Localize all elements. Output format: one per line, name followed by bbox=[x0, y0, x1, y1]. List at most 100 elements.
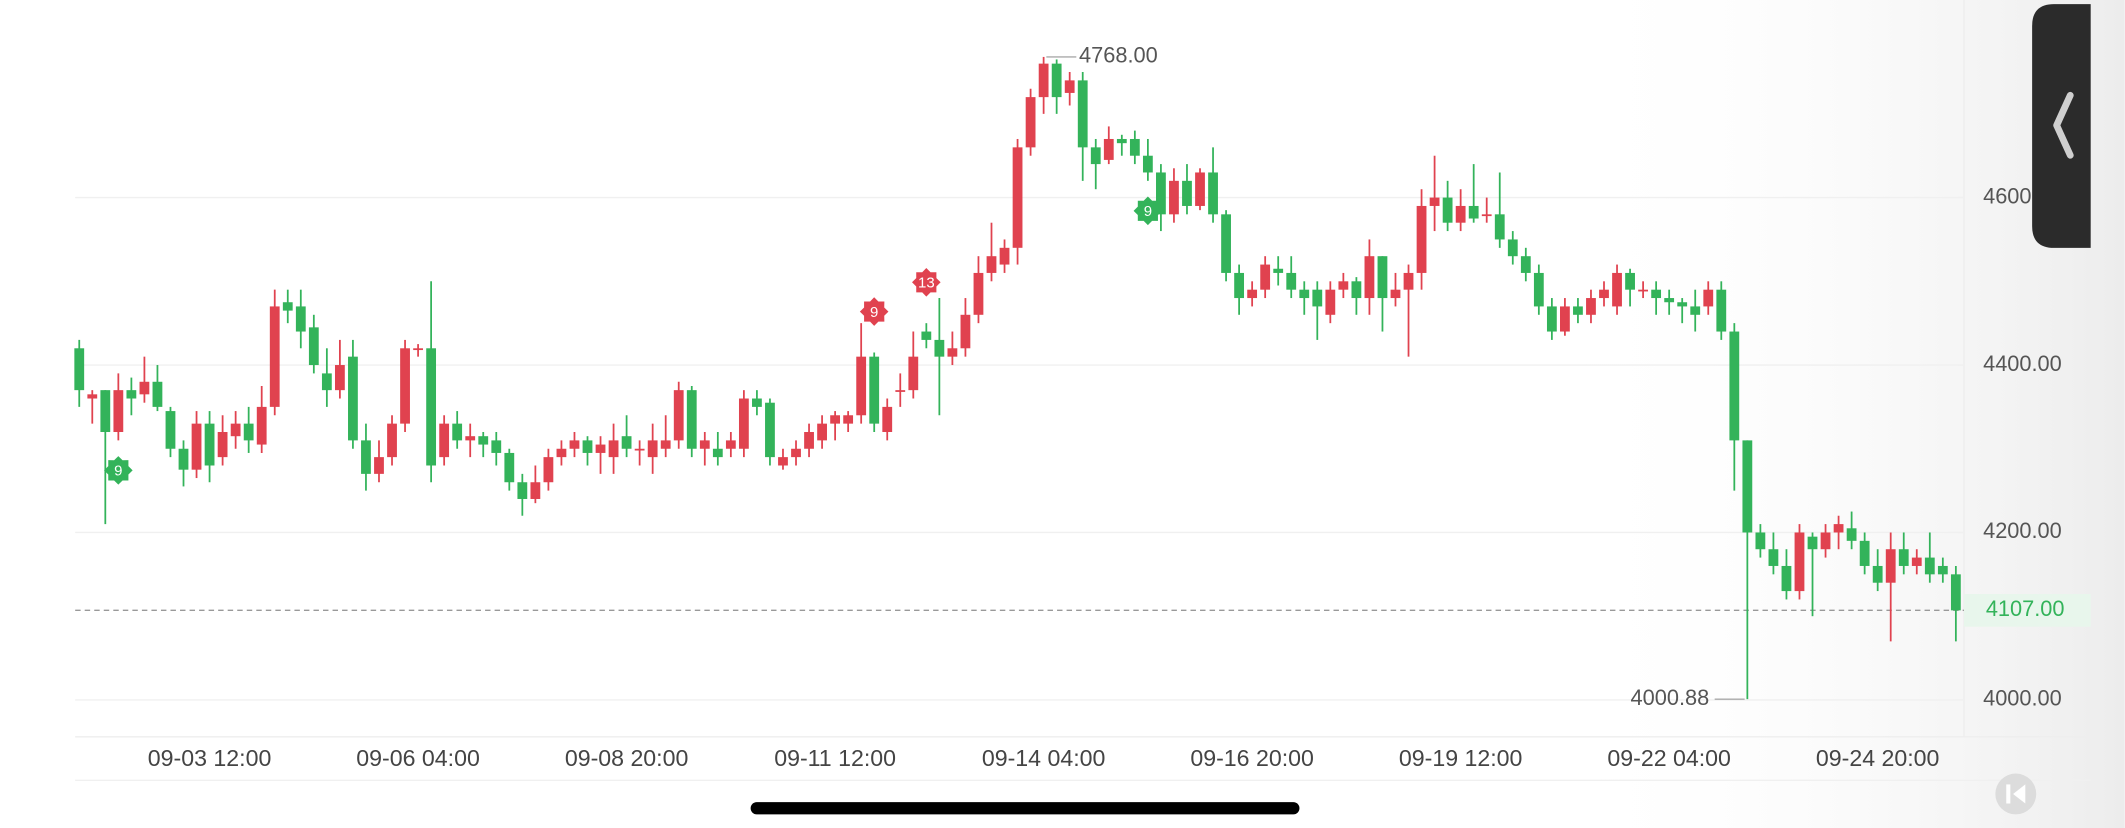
candle-body bbox=[230, 423, 241, 437]
signal-label: 9 bbox=[1144, 203, 1152, 220]
candle-body bbox=[269, 306, 280, 407]
candle-body bbox=[595, 444, 606, 453]
candle-body bbox=[1234, 272, 1245, 299]
candle-body bbox=[869, 356, 880, 424]
candle-body bbox=[256, 406, 267, 445]
candle-body bbox=[426, 348, 437, 466]
candle-body bbox=[465, 436, 476, 441]
candle-body bbox=[1625, 272, 1635, 290]
candle-body bbox=[804, 432, 814, 449]
candle-body bbox=[1690, 306, 1701, 315]
candle-body bbox=[361, 440, 371, 474]
min-label: 4000.88 bbox=[1631, 685, 1710, 710]
candle-body bbox=[765, 402, 775, 458]
candle-body bbox=[712, 448, 723, 458]
candle-body bbox=[1325, 289, 1336, 315]
candle-body bbox=[295, 306, 306, 332]
candle-body bbox=[139, 381, 150, 395]
candle-body bbox=[569, 440, 580, 449]
candle-body bbox=[1338, 281, 1349, 290]
candle-body bbox=[491, 440, 502, 453]
candle-body bbox=[1377, 256, 1388, 299]
signal-label: 13 bbox=[918, 275, 935, 292]
candle-body bbox=[1221, 214, 1231, 273]
candle-body bbox=[1664, 298, 1675, 303]
candle-body bbox=[1533, 272, 1544, 307]
candle-body bbox=[1142, 155, 1153, 173]
candle-body bbox=[348, 356, 358, 441]
home-indicator bbox=[750, 802, 1300, 815]
candle-body bbox=[1807, 536, 1818, 550]
candle-body bbox=[1520, 256, 1531, 273]
candle-body bbox=[1729, 331, 1740, 441]
y-tick-label: 4000.00 bbox=[1983, 686, 2062, 711]
x-tick-label: 09-22 04:00 bbox=[1607, 745, 1731, 771]
candle-body bbox=[1573, 306, 1583, 315]
x-tick-label: 09-03 12:00 bbox=[148, 745, 272, 771]
candle-body bbox=[113, 390, 124, 433]
x-tick-label: 09-24 20:00 bbox=[1816, 745, 1940, 771]
candle-body bbox=[439, 423, 450, 458]
candle-body bbox=[1494, 214, 1505, 240]
x-tick-label: 09-19 12:00 bbox=[1399, 745, 1523, 771]
candle-body bbox=[243, 423, 254, 441]
candle-body bbox=[1169, 180, 1179, 215]
candle-body bbox=[387, 423, 397, 458]
x-tick-label: 09-16 20:00 bbox=[1190, 745, 1314, 771]
candle-body bbox=[308, 327, 319, 366]
button-icon bbox=[2006, 784, 2011, 804]
candle-body bbox=[400, 348, 410, 424]
candle-body bbox=[1586, 298, 1596, 315]
candle-body bbox=[1468, 205, 1479, 219]
candle-body bbox=[74, 348, 85, 391]
candle-body bbox=[1846, 528, 1857, 541]
edge-shade bbox=[1566, 0, 2125, 828]
candle-body bbox=[986, 256, 997, 273]
candle-body bbox=[1950, 574, 1961, 611]
candle-body bbox=[582, 440, 593, 453]
candle-body bbox=[1390, 289, 1401, 299]
candle-body bbox=[1924, 557, 1935, 575]
candle-body bbox=[1481, 214, 1492, 217]
candle-body bbox=[1312, 289, 1323, 307]
back-to-latest-button[interactable] bbox=[1995, 773, 2037, 815]
candle-body bbox=[1455, 205, 1466, 223]
candle-body bbox=[738, 398, 749, 449]
candle-body bbox=[830, 415, 841, 424]
candle-body bbox=[634, 448, 645, 451]
candle-body bbox=[817, 423, 827, 441]
candle-body bbox=[1025, 97, 1036, 148]
candle-body bbox=[87, 394, 98, 399]
candle-body bbox=[647, 440, 658, 458]
candle-body bbox=[1560, 306, 1570, 332]
candle-body bbox=[1781, 565, 1792, 592]
signal-badge bbox=[1133, 196, 1163, 226]
side-panel-tab[interactable] bbox=[2032, 4, 2091, 248]
candle-body bbox=[1299, 289, 1310, 299]
candle-body bbox=[1716, 289, 1727, 332]
candle-body bbox=[1195, 172, 1205, 206]
candle-body bbox=[1599, 289, 1609, 299]
candle-body bbox=[126, 390, 137, 399]
candle-body bbox=[725, 440, 736, 449]
candle-body bbox=[1351, 281, 1362, 299]
candle-body bbox=[856, 356, 867, 416]
candle-body bbox=[699, 440, 710, 449]
candle-body bbox=[374, 457, 384, 474]
signal-label: 9 bbox=[114, 463, 122, 480]
button-icon bbox=[2013, 784, 2026, 804]
collapse-icon bbox=[2053, 91, 2074, 159]
candle-body bbox=[1677, 302, 1688, 307]
signal-badge bbox=[912, 268, 941, 297]
candle-body bbox=[1820, 532, 1831, 550]
candle-body bbox=[1208, 172, 1218, 215]
candle-body bbox=[1273, 268, 1284, 273]
candle-body bbox=[504, 452, 515, 483]
last-price-label: 4107.00 bbox=[1986, 596, 2065, 621]
candle-body bbox=[217, 432, 228, 458]
candle-body bbox=[1703, 289, 1714, 307]
candle-body bbox=[530, 482, 541, 499]
candle-body bbox=[921, 331, 932, 340]
y-tick-label: 4400.00 bbox=[1983, 351, 2062, 376]
candle-body bbox=[1116, 138, 1127, 144]
